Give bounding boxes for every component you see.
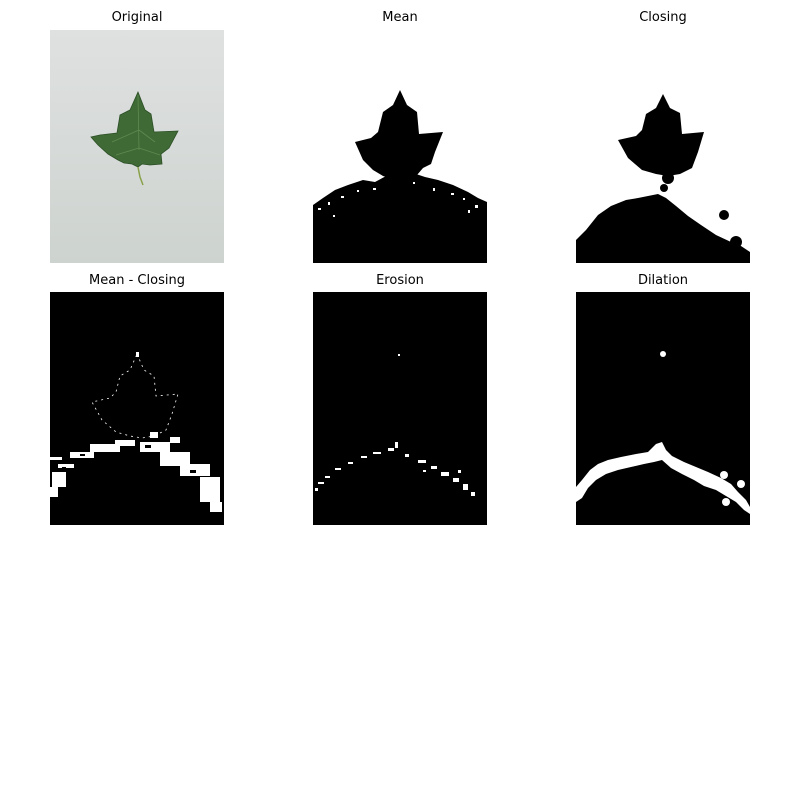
panel-title-original: Original xyxy=(111,10,163,25)
original-image xyxy=(50,30,224,263)
panel-mean: Mean xyxy=(313,0,487,270)
mean-closing-image xyxy=(50,292,224,525)
panel-title-mean: Mean xyxy=(382,10,418,25)
panel-erosion: Erosion xyxy=(313,263,487,533)
dilation-image xyxy=(576,292,750,525)
mean-image xyxy=(313,30,487,263)
panel-title-mean-closing: Mean - Closing xyxy=(89,273,185,288)
panel-title-dilation: Dilation xyxy=(637,273,689,288)
panel-original: Original xyxy=(50,0,224,270)
panel-title-closing: Closing xyxy=(639,10,687,25)
erosion-image xyxy=(313,292,487,525)
panel-closing: Closing xyxy=(576,0,750,270)
closing-image xyxy=(576,30,750,263)
panel-dilation: Dilation xyxy=(576,263,750,533)
panel-title-erosion: Erosion xyxy=(376,273,424,288)
panel-mean-closing: Mean - Closing xyxy=(50,263,224,533)
